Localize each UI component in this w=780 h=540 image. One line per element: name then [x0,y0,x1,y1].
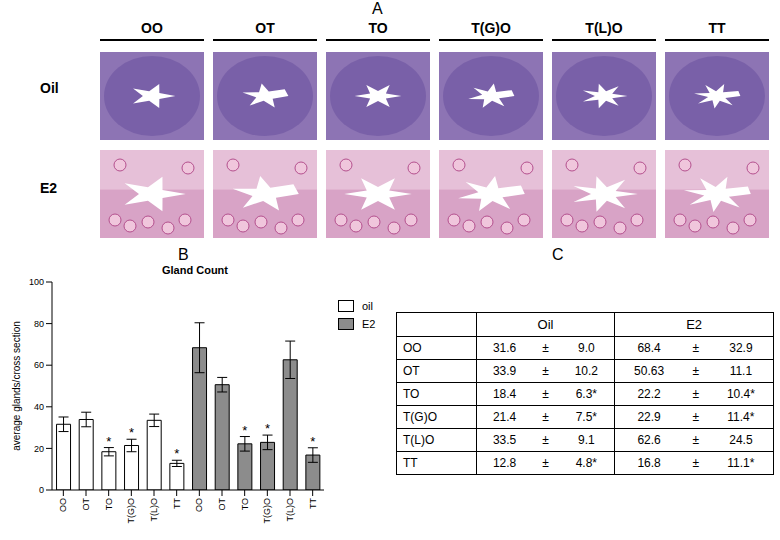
html-text:11.1: 11.1 [729,364,753,378]
html-text:68.4: 68.4 [637,341,661,355]
html-text:4.8*: 4.8* [575,456,597,470]
html-text:OT: OT [255,20,275,36]
html-text:Gland Count: Gland Count [162,264,228,276]
svg-text:OT: OT [81,497,91,510]
svg-text:100: 100 [29,277,44,287]
svg-text:60: 60 [34,360,44,370]
html-text:T(L)O: T(L)O [403,433,435,447]
html-text:T(G)O: T(G)O [403,410,437,424]
html-text:33.5: 33.5 [492,433,517,447]
svg-text:TO: TO [240,498,250,510]
html-text:Oil: Oil [537,317,554,332]
html-text:50.63: 50.63 [634,364,665,378]
html-text:T(L)O: T(L)O [585,20,623,36]
html-text:TT: TT [403,456,418,470]
svg-text:0: 0 [39,485,44,495]
svg-text:TO: TO [104,498,114,510]
html-text:31.6: 31.6 [492,341,517,355]
svg-text:*: * [129,425,134,440]
svg-text:*: * [310,434,315,449]
html-text:11.4*: 11.4* [727,410,755,424]
html-text:6.3*: 6.3* [575,387,597,401]
svg-text:80: 80 [34,319,44,329]
html-text:12.8: 12.8 [492,456,517,470]
html-text:T(G)O: T(G)O [471,20,511,36]
html-text:oil: oil [362,300,373,312]
html-text:18.4: 18.4 [492,387,517,401]
html-text:TT: TT [708,20,726,36]
svg-text:40: 40 [34,402,44,412]
html-text:Oil: Oil [40,80,59,96]
svg-text:TT: TT [172,498,182,509]
svg-text:T(G)O: T(G)O [262,498,272,524]
html-text:16.8: 16.8 [637,456,661,470]
html-text:10.4*: 10.4* [726,387,755,401]
html-text:11.1*: 11.1* [727,456,755,470]
html-text:E2: E2 [40,180,58,196]
svg-text:T(G)O: T(G)O [126,498,136,524]
svg-text:OO: OO [194,498,204,512]
html-text:E2: E2 [686,317,703,332]
html-text:10.2: 10.2 [574,364,598,378]
svg-text:*: * [106,434,111,449]
svg-text:average glands/cross section: average glands/cross section [11,321,22,451]
svg-text:TT: TT [308,498,318,509]
svg-text:T(L)O: T(L)O [149,498,159,522]
svg-text:20: 20 [34,444,44,454]
html-text:A: A [372,0,383,17]
html-text:21.4: 21.4 [492,410,517,424]
html-text:TO: TO [403,387,420,401]
html-text:7.5*: 7.5* [575,410,597,424]
html-text:OT: OT [403,364,420,378]
svg-text:T(L)O: T(L)O [285,498,295,522]
svg-text:*: * [174,446,179,461]
html-text:OO: OO [141,20,163,36]
html-text:9.1: 9.1 [578,433,595,447]
html-text:TO: TO [368,20,388,36]
html-text:C: C [552,246,564,263]
svg-text:*: * [265,421,270,436]
svg-text:*: * [242,423,247,438]
svg-text:OT: OT [217,497,227,510]
html-text:OO: OO [403,341,422,355]
html-text:22.2: 22.2 [637,387,661,401]
html-text:E2: E2 [362,318,376,330]
html-text:62.6: 62.6 [637,433,661,447]
html-text:B: B [178,246,189,263]
html-text:32.9: 32.9 [729,341,753,355]
html-text:22.9: 22.9 [637,410,661,424]
html-text:24.5: 24.5 [729,433,753,447]
svg-text:OO: OO [58,498,68,512]
html-text:33.9: 33.9 [492,364,517,378]
html-text:9.0: 9.0 [578,341,595,355]
